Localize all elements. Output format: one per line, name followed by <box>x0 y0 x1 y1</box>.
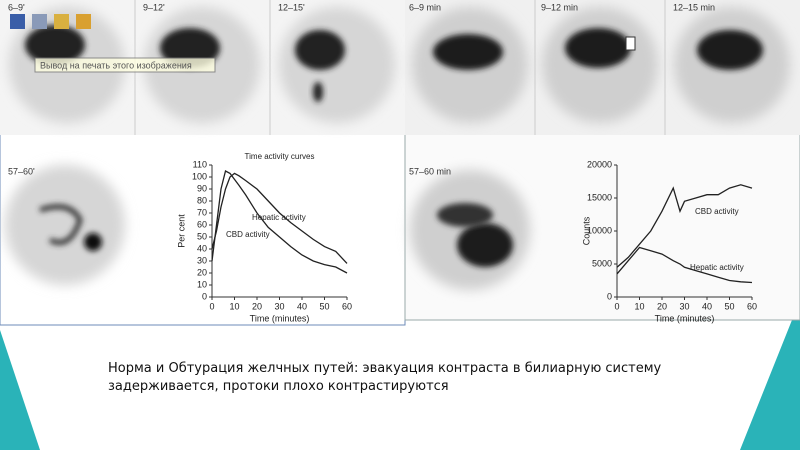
toolbar <box>10 14 216 73</box>
series-line <box>616 246 753 284</box>
x-axis-label: Time (minutes) <box>655 313 715 323</box>
y-tick-label: 0 <box>607 291 612 301</box>
x-tick-label: 40 <box>702 301 712 311</box>
y-tick-label: 80 <box>197 195 207 205</box>
x-tick-label: 30 <box>679 301 689 311</box>
y-tick-label: 10 <box>197 279 207 289</box>
y-tick-label: 110 <box>193 159 207 169</box>
decor-left <box>0 330 40 450</box>
x-tick-label: 10 <box>634 301 644 311</box>
chart-title: Time activity curves <box>245 152 315 161</box>
y-tick-label: 60 <box>197 219 207 229</box>
y-tick-label: 15000 <box>587 192 612 202</box>
x-tick-label: 10 <box>229 301 239 311</box>
x-tick-label: 50 <box>319 301 329 311</box>
x-tick-label: 40 <box>297 301 307 311</box>
y-tick-label: 40 <box>197 243 207 253</box>
y-axis-label: Per cent <box>176 214 186 248</box>
x-tick-label: 0 <box>209 301 214 311</box>
x-tick-label: 20 <box>657 301 667 311</box>
y-tick-label: 0 <box>202 291 207 301</box>
y-tick-label: 70 <box>197 207 207 217</box>
y-axis-label: Counts <box>581 216 591 245</box>
x-tick-label: 50 <box>724 301 734 311</box>
series-label: CBD activity <box>226 230 270 239</box>
panel-label: 6–9' <box>8 2 25 12</box>
x-tick-label: 60 <box>747 301 757 311</box>
panel-label: 12–15 min <box>673 2 715 12</box>
caption: Норма и Обтурация желчных путей: эвакуац… <box>108 361 662 394</box>
panel-label: 9–12 min <box>541 2 578 12</box>
panel-label: 12–15' <box>278 2 305 12</box>
x-tick-label: 60 <box>342 301 352 311</box>
x-axis-label: Time (minutes) <box>250 313 310 323</box>
y-tick-label: 20000 <box>587 159 612 169</box>
y-tick-label: 5000 <box>592 258 612 268</box>
panel-label: 9–12' <box>143 2 165 12</box>
mail-icon[interactable] <box>54 14 69 29</box>
series-label: Hepatic activity <box>252 213 306 222</box>
tooltip-text: Вывод на печать этого изображения <box>40 60 192 70</box>
y-tick-label: 10000 <box>587 225 612 235</box>
folder-icon[interactable] <box>76 14 91 29</box>
cursor-box <box>625 36 636 51</box>
series-label: CBD activity <box>695 207 739 216</box>
panel-label: 6–9 min <box>409 2 441 12</box>
series-label: Hepatic activity <box>690 263 744 272</box>
print-icon[interactable] <box>32 14 47 29</box>
series-line <box>211 172 348 264</box>
tooltip-box <box>34 57 216 73</box>
x-tick-label: 0 <box>614 301 619 311</box>
save-icon[interactable] <box>10 14 25 29</box>
x-tick-label: 20 <box>252 301 262 311</box>
y-tick-label: 20 <box>197 267 207 277</box>
y-tick-label: 90 <box>197 183 207 193</box>
series-line <box>211 170 348 274</box>
y-tick-label: 100 <box>192 171 207 181</box>
panel-label: 57–60 min <box>409 166 451 176</box>
panel-label: 57–60' <box>8 166 35 176</box>
series-line <box>616 184 753 268</box>
decor-right <box>740 300 800 450</box>
x-tick-label: 30 <box>274 301 284 311</box>
y-tick-label: 50 <box>197 231 207 241</box>
y-tick-label: 30 <box>197 255 207 265</box>
